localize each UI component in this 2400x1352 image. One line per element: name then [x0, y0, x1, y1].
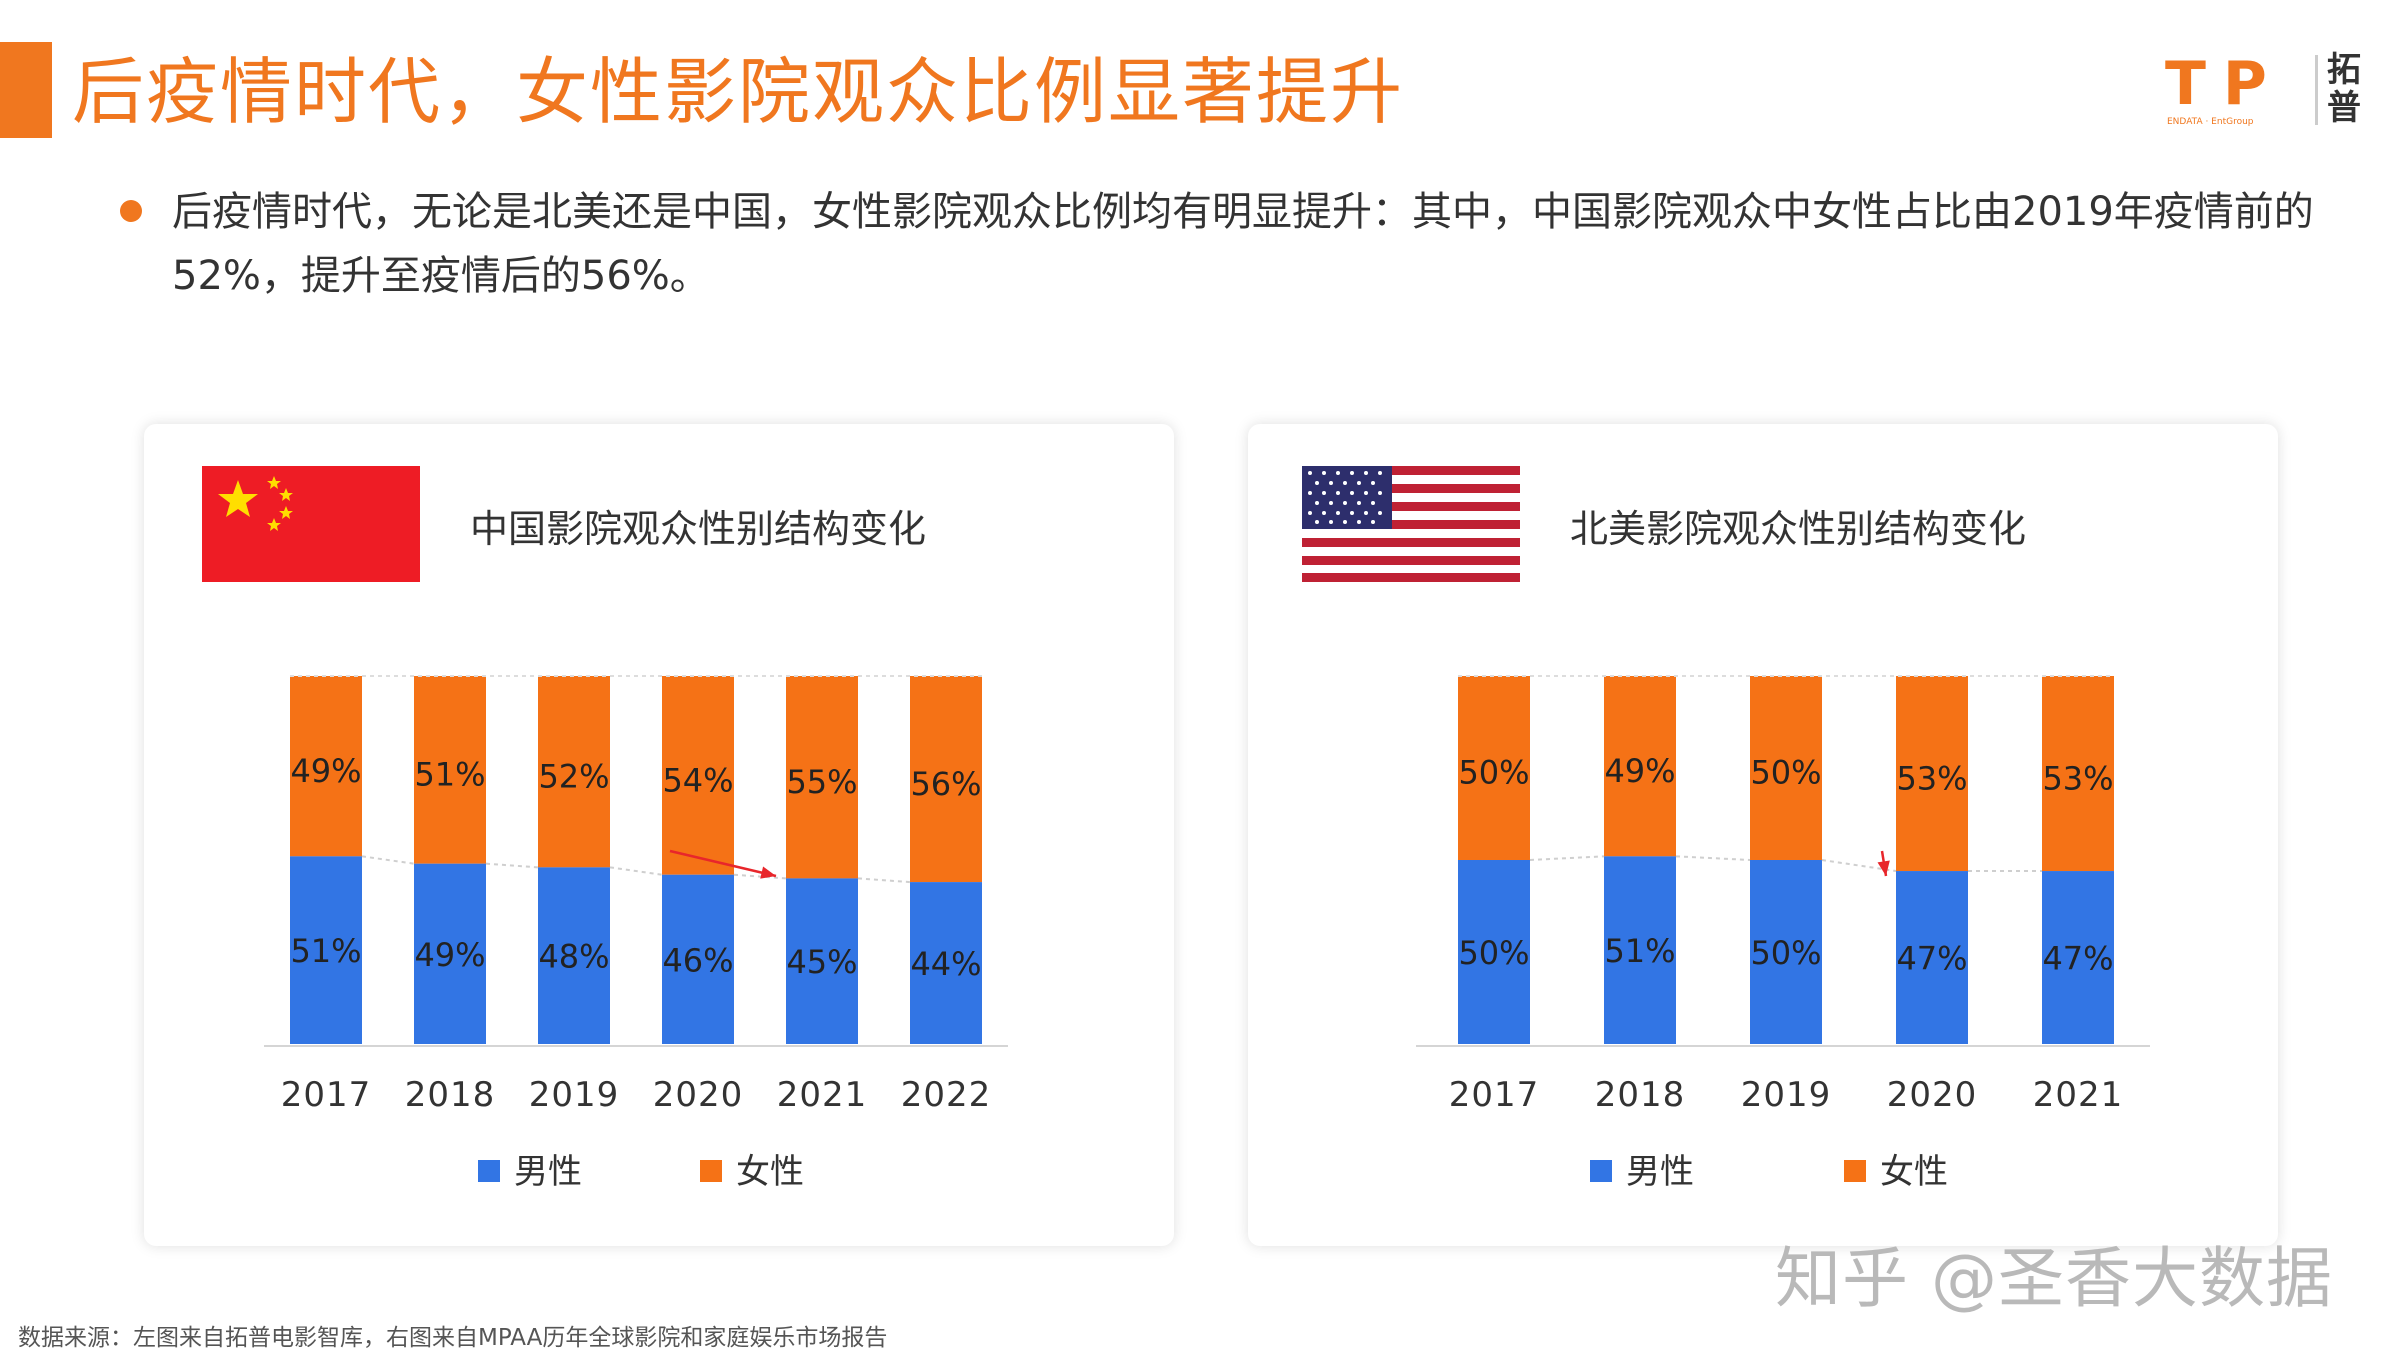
logo-text: T P — [2165, 49, 2267, 119]
bar-male-2021 — [2042, 871, 2114, 1044]
x-tick-2019: 2019 — [529, 1075, 620, 1115]
legend-female-label: 女性 — [1880, 1152, 1948, 1192]
connector-line — [485, 862, 539, 869]
label-male-2021: 45% — [786, 943, 857, 981]
bar-male-2020 — [1896, 871, 1968, 1044]
china-chart-card: 中国影院观众性别结构变化 49% 51% 2017 51% 49% 2018 52% 48% 2… — [144, 424, 1174, 1246]
legend-male-label: 男性 — [1626, 1152, 1694, 1192]
logo-divider — [2315, 55, 2318, 125]
legend-male-label: 男性 — [514, 1152, 582, 1192]
bar-male-2021 — [786, 878, 858, 1044]
label-female-2019: 52% — [538, 758, 609, 796]
logo-subtext: ENDATA · EntGroup — [2167, 117, 2254, 127]
label-female-2017: 50% — [1458, 754, 1529, 792]
bar-female-2017 — [290, 676, 362, 857]
x-tick-2018: 2018 — [1595, 1075, 1686, 1115]
na-chart: 50% 50% 2017 49% 51% 2018 50% 50% 2019 53% 47% 2020… — [1416, 675, 2150, 1115]
label-male-2021: 47% — [2042, 940, 2113, 978]
china-chart-title: 中国影院观众性别结构变化 — [470, 507, 927, 551]
na-legend: 男性 女性 — [1248, 1144, 2278, 1194]
bullet-dot — [120, 200, 142, 222]
label-male-2017: 51% — [290, 932, 361, 970]
label-female-2020: 53% — [1896, 759, 1967, 797]
trend-arrow-head — [760, 866, 776, 879]
bar-male-2019 — [538, 867, 610, 1044]
bar-female-2018 — [414, 676, 486, 864]
x-tick-2017: 2017 — [1449, 1075, 1540, 1115]
x-tick-2020: 2020 — [653, 1075, 744, 1115]
label-female-2021: 55% — [786, 763, 857, 801]
bar-female-2022 — [910, 676, 982, 883]
label-female-2020: 54% — [662, 761, 733, 799]
bar-female-2019 — [538, 676, 610, 868]
label-male-2018: 49% — [414, 936, 485, 974]
bar-male-2018 — [1604, 856, 1676, 1044]
connector-line — [361, 855, 415, 865]
trend-arrow — [669, 849, 777, 878]
bar-male-2017 — [290, 856, 362, 1044]
x-tick-2017: 2017 — [281, 1075, 372, 1115]
logo-chinese: 拓普 — [2327, 50, 2361, 128]
china-legend: 男性 女性 — [144, 1144, 1174, 1194]
bar-female-2019 — [1750, 676, 1822, 860]
label-male-2022: 44% — [910, 945, 981, 983]
source-note: 数据来源：左图来自拓普电影智库，右图来自MPAA历年全球影院和家庭娱乐市场报告 — [18, 1325, 888, 1351]
page-title: 后疫情时代，女性影院观众比例显著提升 — [72, 50, 1405, 134]
x-tick-2021: 2021 — [2033, 1075, 2124, 1115]
label-male-2017: 50% — [1458, 934, 1529, 972]
female-swatch — [1844, 1159, 1866, 1182]
connector-line — [1529, 855, 1605, 861]
bar-male-2020 — [662, 874, 734, 1044]
label-female-2021: 53% — [2042, 759, 2113, 797]
bar-female-2018 — [1604, 676, 1676, 857]
na-chart-card: 北美影院观众性别结构变化 50% 50% 2017 49% 51% 2018 50% 50% 2… — [1248, 424, 2278, 1246]
legend-female: 女性 — [1844, 1144, 1948, 1193]
label-male-2020: 47% — [1896, 940, 1967, 978]
male-swatch — [478, 1159, 500, 1182]
bar-female-2020 — [1896, 676, 1968, 872]
legend-male: 男性 — [478, 1144, 582, 1193]
bar-female-2017 — [1458, 676, 1530, 860]
male-swatch — [1590, 1159, 1612, 1182]
label-male-2018: 51% — [1604, 932, 1675, 970]
trend-arrow-head — [1877, 860, 1890, 876]
bar-female-2021 — [786, 676, 858, 879]
connector-line — [733, 873, 787, 880]
x-tick-2022: 2022 — [901, 1075, 992, 1115]
title-accent-bar — [0, 42, 52, 138]
female-swatch — [700, 1159, 722, 1182]
legend-female: 女性 — [700, 1144, 804, 1193]
na-chart-title: 北美影院观众性别结构变化 — [1570, 507, 2027, 551]
china-chart: 49% 51% 2017 51% 49% 2018 52% 48% 2019 54% 46% 2020… — [264, 675, 1008, 1115]
bullet-text: 后疫情时代，无论是北美还是中国，女性影院观众比例均有明显提升：其中，中国影院观众… — [172, 189, 2314, 299]
label-male-2020: 46% — [662, 941, 733, 979]
bar-male-2022 — [910, 882, 982, 1044]
bar-male-2018 — [414, 863, 486, 1044]
bar-male-2019 — [1750, 860, 1822, 1044]
zhihu-watermark: 知乎 @圣香大数据 — [1775, 1240, 2333, 1317]
china-flag-icon — [202, 466, 420, 582]
x-tick-2021: 2021 — [777, 1075, 868, 1115]
label-female-2019: 50% — [1750, 754, 1821, 792]
label-female-2022: 56% — [910, 765, 981, 803]
label-female-2018: 51% — [414, 756, 485, 794]
x-tick-2018: 2018 — [405, 1075, 496, 1115]
usa-flag-icon — [1302, 466, 1520, 582]
label-female-2017: 49% — [290, 752, 361, 790]
top-logo: T P ENDATA · EntGroup 拓普 — [2165, 45, 2375, 135]
legend-male: 男性 — [1590, 1144, 1694, 1193]
bar-female-2020 — [662, 676, 734, 875]
x-tick-2020: 2020 — [1887, 1075, 1978, 1115]
label-male-2019: 50% — [1750, 934, 1821, 972]
label-female-2018: 49% — [1604, 752, 1675, 790]
legend-female-label: 女性 — [736, 1152, 804, 1192]
connector-line — [609, 866, 663, 876]
label-male-2019: 48% — [538, 938, 609, 976]
connector-line — [1675, 855, 1751, 861]
bar-female-2021 — [2042, 676, 2114, 872]
bar-male-2017 — [1458, 860, 1530, 1044]
x-tick-2019: 2019 — [1741, 1075, 1832, 1115]
connector-line — [857, 877, 911, 884]
